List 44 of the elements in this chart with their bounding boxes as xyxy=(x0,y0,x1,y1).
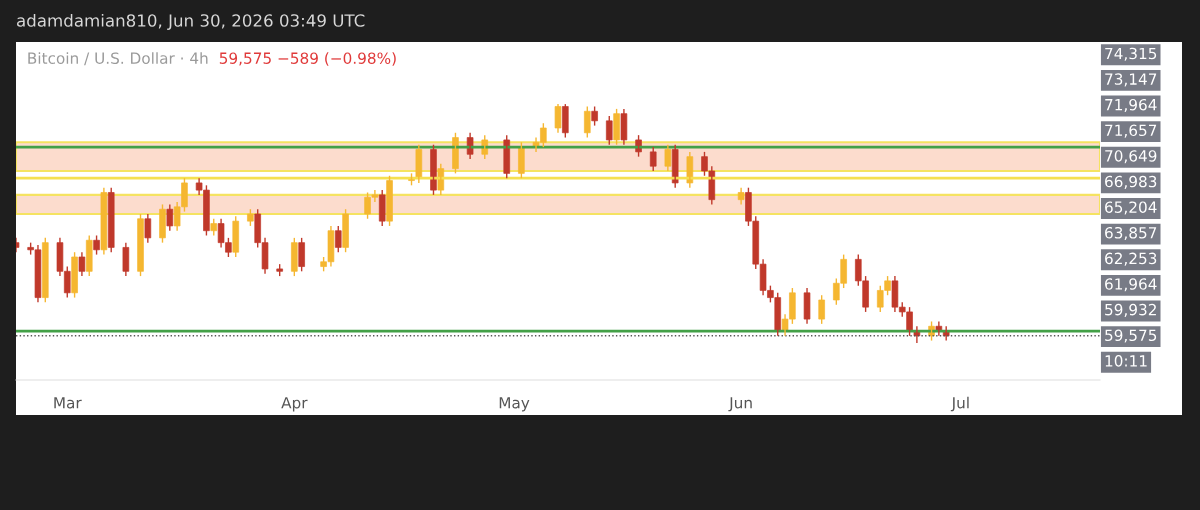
text: 61,964 xyxy=(1105,278,1157,292)
text: 66,983 xyxy=(1105,175,1157,189)
text: 62,253 xyxy=(1105,252,1157,266)
candlestick xyxy=(562,103,569,139)
x-tick-label: Mar xyxy=(54,397,82,409)
candlestick xyxy=(613,108,620,146)
candlestick xyxy=(386,175,393,227)
chart-subtitle: 59,575 −589 (−0.98%) xyxy=(219,52,396,66)
text: 74,315 xyxy=(1105,47,1157,61)
candlestick xyxy=(93,234,100,256)
text: 71,657 xyxy=(1105,124,1157,138)
x-tick-label: May xyxy=(499,397,530,412)
candlestick xyxy=(137,213,144,277)
text: 59,575 xyxy=(1105,329,1157,343)
candlestick xyxy=(554,103,562,134)
candlestick xyxy=(803,287,811,325)
chart-title: Bitcoin / U.S. Dollar · 4h xyxy=(28,52,208,66)
text: 63,857 xyxy=(1105,226,1157,241)
candlestick xyxy=(42,237,49,304)
text: adamdamian810, Jun 30, 2026 03:49 UTC xyxy=(17,13,365,30)
candlestick xyxy=(291,237,298,277)
candlestick xyxy=(159,203,166,244)
text: 59,932 xyxy=(1105,303,1156,317)
candlestick xyxy=(649,146,657,172)
candlestick xyxy=(298,237,305,273)
candlestick xyxy=(818,294,825,325)
x-tick-label: Jun xyxy=(728,397,752,412)
text: 71,964 xyxy=(1105,98,1157,113)
candlestick xyxy=(85,234,93,277)
candlestick xyxy=(591,105,598,127)
candlestick xyxy=(232,215,240,258)
candlestick xyxy=(605,115,613,146)
candlestick xyxy=(378,189,386,227)
candlestick xyxy=(334,225,342,253)
text: 65,204 xyxy=(1105,201,1157,215)
text: 10:11 xyxy=(1105,355,1147,367)
candlestick xyxy=(107,187,115,253)
x-tick-label: Apr xyxy=(281,397,308,412)
text: 73,147 xyxy=(1105,73,1157,87)
candlestick xyxy=(71,251,78,299)
candlestick xyxy=(584,105,591,139)
candlestick xyxy=(342,208,349,253)
x-tick-label: Jul xyxy=(950,396,969,412)
text: 70,649 xyxy=(1105,150,1157,164)
